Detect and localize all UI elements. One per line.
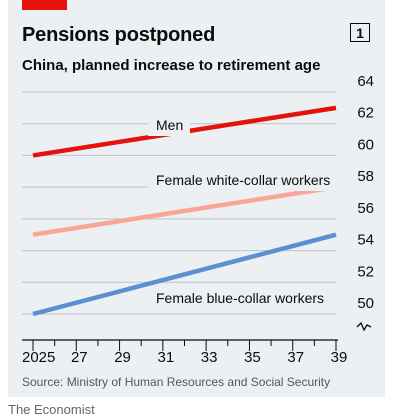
chart-title: Pensions postponed — [22, 24, 216, 46]
brand-tag — [22, 0, 67, 10]
series-line-2 — [32, 232, 337, 317]
series-label-2: Female blue-collar workers — [156, 290, 324, 306]
y-axis: 50 52 54 56 58 60 62 64 — [356, 73, 374, 332]
x-tick-label: 39 — [331, 349, 348, 366]
chart-panel — [8, 0, 385, 397]
x-tick-label: 2025 — [22, 349, 55, 366]
y-tick-label: 60 — [357, 136, 374, 153]
series-line-1 — [32, 184, 337, 237]
x-tick-label: 33 — [201, 349, 218, 366]
x-axis: 2025 27 29 31 33 35 37 39 — [22, 339, 348, 366]
x-tick-label: 31 — [158, 349, 175, 366]
chart-number-badge: 1 — [350, 23, 370, 42]
y-tick-label: 50 — [357, 295, 374, 312]
y-tick-label: 54 — [357, 232, 374, 249]
y-tick-label: 62 — [357, 105, 374, 122]
x-tick-label: 29 — [114, 349, 131, 366]
y-tick-label: 52 — [357, 263, 374, 280]
publisher-credit: The Economist — [8, 402, 95, 417]
series-labels: Men Female white-collar workers Female blu… — [148, 116, 338, 309]
series-lines — [32, 105, 337, 317]
axis-break-icon — [356, 321, 372, 332]
y-tick-label: 64 — [357, 73, 374, 90]
x-tick-label: 35 — [244, 349, 261, 366]
series-label-bg — [148, 171, 338, 191]
y-tick-label: 58 — [357, 168, 374, 185]
chart-subtitle: China, planned increase to retirement ag… — [22, 57, 321, 74]
series-label-1: Female white-collar workers — [156, 172, 330, 188]
y-tick-label: 56 — [357, 200, 374, 217]
x-tick-label: 27 — [71, 349, 88, 366]
x-tick-label: 37 — [287, 349, 304, 366]
series-label-bg — [148, 289, 331, 309]
source-note: Source: Ministry of Human Resources and … — [22, 375, 331, 389]
series-label-bg — [148, 116, 190, 136]
series-label-0: Men — [156, 117, 183, 133]
